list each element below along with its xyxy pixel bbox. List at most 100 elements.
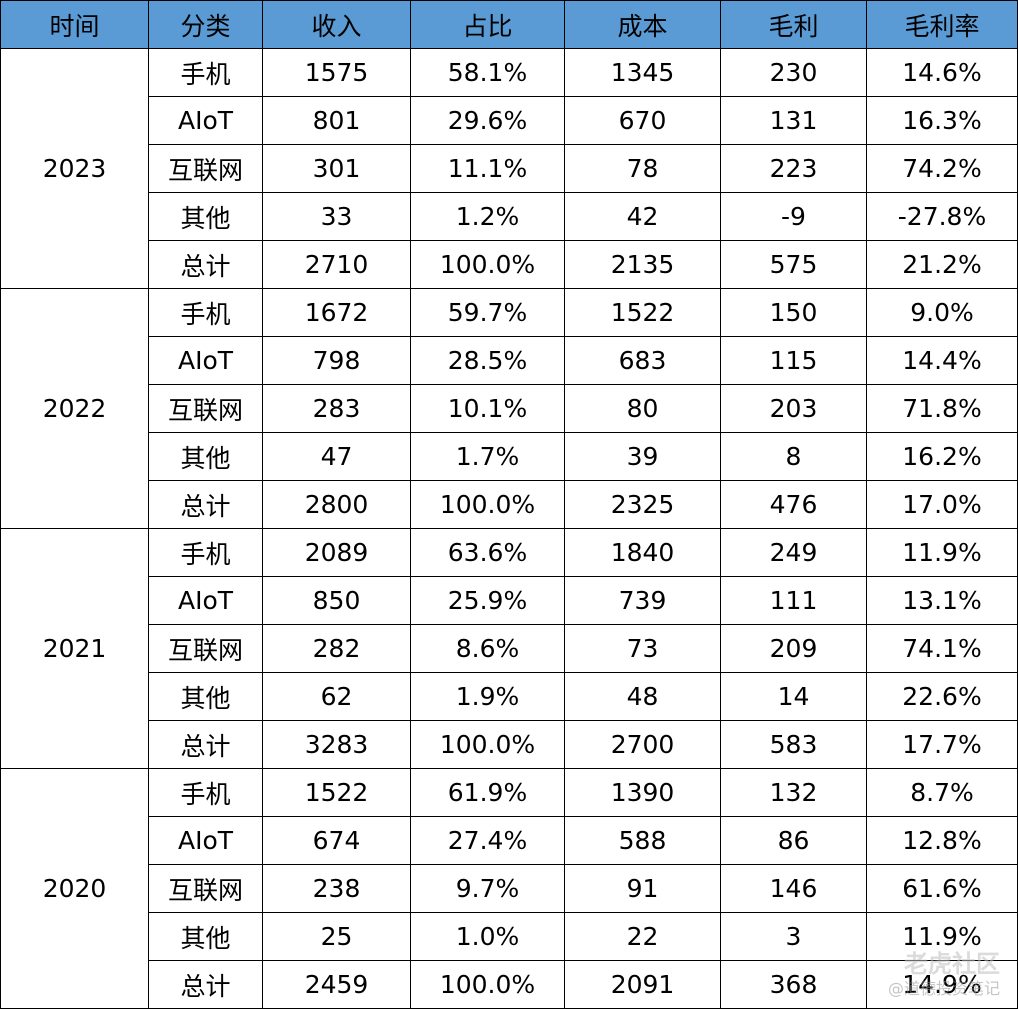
gross-profit-cell: 583 [720,720,867,769]
gross-profit-cell: 115 [720,336,867,385]
gross-margin-cell: 61.6% [866,864,1018,913]
header-gross-profit: 毛利 [720,0,867,49]
revenue-cell: 2710 [262,240,411,289]
share-cell: 10.1% [410,384,565,433]
share-cell: 100.0% [410,240,565,289]
share-cell: 27.4% [410,816,565,865]
gross-margin-cell: 8.7% [866,768,1018,817]
gross-profit-cell: 223 [720,144,867,193]
gross-margin-cell: 74.2% [866,144,1018,193]
share-cell: 1.9% [410,672,565,721]
share-cell: 100.0% [410,960,565,1009]
revenue-cell: 25 [262,912,411,961]
share-cell: 63.6% [410,528,565,577]
share-cell: 58.1% [410,48,565,97]
revenue-cell: 283 [262,384,411,433]
gross-profit-cell: 111 [720,576,867,625]
gross-margin-cell: 14.6% [866,48,1018,97]
cost-cell: 739 [564,576,721,625]
revenue-cell: 2800 [262,480,411,529]
share-cell: 29.6% [410,96,565,145]
header-share: 占比 [410,0,565,49]
revenue-cell: 238 [262,864,411,913]
revenue-cell: 850 [262,576,411,625]
cost-cell: 670 [564,96,721,145]
gross-profit-cell: 146 [720,864,867,913]
share-cell: 61.9% [410,768,565,817]
header-cost: 成本 [564,0,721,49]
gross-margin-cell: 12.8% [866,816,1018,865]
gross-margin-cell: 21.2% [866,240,1018,289]
revenue-cell: 3283 [262,720,411,769]
table-row: 互联网 282 8.6% 73 209 74.1% [1,624,1018,673]
gross-margin-cell: 16.2% [866,432,1018,481]
category-cell: 总计 [148,240,263,289]
gross-profit-cell: 230 [720,48,867,97]
table-row: 其他 62 1.9% 48 14 22.6% [1,672,1018,721]
share-cell: 100.0% [410,480,565,529]
gross-profit-cell: 8 [720,432,867,481]
share-cell: 1.0% [410,912,565,961]
table-row: 总计 3283 100.0% 2700 583 17.7% [1,720,1018,769]
cost-cell: 48 [564,672,721,721]
gross-margin-cell: 17.0% [866,480,1018,529]
cost-cell: 2325 [564,480,721,529]
category-cell: 手机 [148,768,263,817]
cost-cell: 42 [564,192,721,241]
table-row: 互联网 301 11.1% 78 223 74.2% [1,144,1018,193]
category-cell: 互联网 [148,144,263,193]
table-row: AIoT 674 27.4% 588 86 12.8% [1,816,1018,865]
gross-profit-cell: 150 [720,288,867,337]
revenue-cell: 1575 [262,48,411,97]
cost-cell: 1522 [564,288,721,337]
header-time: 时间 [0,0,149,49]
gross-margin-cell: 17.7% [866,720,1018,769]
cost-cell: 1390 [564,768,721,817]
share-cell: 100.0% [410,720,565,769]
revenue-cell: 282 [262,624,411,673]
category-cell: 其他 [148,192,263,241]
table-row: 总计 2710 100.0% 2135 575 21.2% [1,240,1018,289]
cost-cell: 1345 [564,48,721,97]
gross-margin-cell: 13.1% [866,576,1018,625]
gross-profit-cell: -9 [720,192,867,241]
category-cell: 总计 [148,720,263,769]
gross-profit-cell: 14 [720,672,867,721]
category-cell: AIoT [148,576,263,625]
year-cell: 2020 [0,768,149,1009]
table-row: 2021 手机 2089 63.6% 1840 249 11.9% [0,528,1018,769]
revenue-cell: 801 [262,96,411,145]
gross-margin-cell: 11.9% [866,912,1018,961]
share-cell: 59.7% [410,288,565,337]
gross-margin-cell: 74.1% [866,624,1018,673]
table-row: 2022 手机 1672 59.7% 1522 150 9.0% [0,288,1018,529]
share-cell: 8.6% [410,624,565,673]
cost-cell: 22 [564,912,721,961]
category-cell: AIoT [148,816,263,865]
revenue-cell: 674 [262,816,411,865]
table-row: 其他 25 1.0% 22 3 11.9% [1,912,1018,961]
gross-profit-cell: 3 [720,912,867,961]
revenue-cell: 2089 [262,528,411,577]
table-row: 互联网 283 10.1% 80 203 71.8% [1,384,1018,433]
gross-margin-cell: 9.0% [866,288,1018,337]
gross-profit-cell: 86 [720,816,867,865]
share-cell: 11.1% [410,144,565,193]
year-cell: 2021 [0,528,149,769]
share-cell: 1.2% [410,192,565,241]
category-cell: 互联网 [148,864,263,913]
gross-margin-cell: 22.6% [866,672,1018,721]
table-row: AIoT 850 25.9% 739 111 13.1% [1,576,1018,625]
gross-profit-cell: 476 [720,480,867,529]
gross-margin-cell: 11.9% [866,528,1018,577]
table-row: 2020 手机 1522 61.9% 1390 132 8.7% [0,768,1018,1009]
table-row: 总计 2800 100.0% 2325 476 17.0% [1,480,1018,529]
gross-profit-cell: 203 [720,384,867,433]
revenue-cell: 1522 [262,768,411,817]
category-cell: AIoT [148,96,263,145]
cost-cell: 73 [564,624,721,673]
cost-cell: 78 [564,144,721,193]
cost-cell: 80 [564,384,721,433]
category-cell: 总计 [148,960,263,1009]
